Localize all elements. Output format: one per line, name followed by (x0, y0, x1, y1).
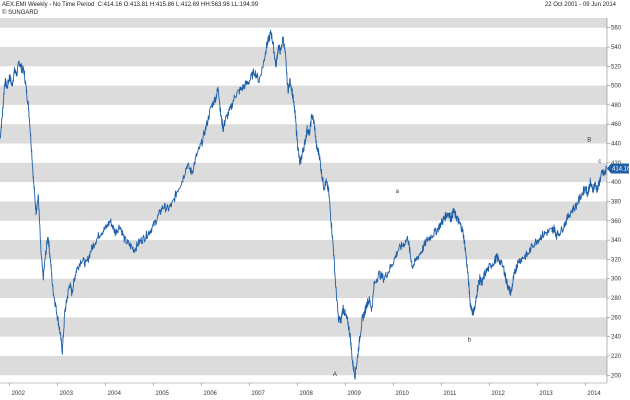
header-separator: - (47, 2, 53, 8)
x-tick-label: 2008 (300, 391, 314, 397)
y-tick-label: 240 (611, 335, 622, 341)
y-tick-label: 380 (611, 199, 622, 205)
date-start: 22 Oct 2001 (544, 2, 578, 8)
grid-band (0, 46, 607, 67)
grid-band (0, 355, 607, 376)
x-tick-label: 2005 (156, 391, 170, 397)
wave-label: c (598, 159, 601, 165)
x-tick-label: 2013 (539, 391, 553, 397)
x-tick-label: 2007 (252, 391, 266, 397)
x-tick-label: 2006 (204, 391, 218, 397)
wave-label: a (396, 189, 400, 195)
grid-band (0, 18, 607, 28)
y-tick-label: 300 (611, 277, 622, 283)
grid-band (0, 317, 607, 337)
last-value-marker (607, 163, 629, 174)
price-series (0, 29, 607, 380)
x-axis: 2002 2003 2004 2005 2006 2007 2008 2009 2010 2011… (9, 383, 601, 397)
y-tick-label: 540 (611, 45, 622, 51)
y-tick-label: 320 (611, 257, 622, 263)
time-period: No Time Period (52, 2, 95, 8)
grid-band (0, 278, 607, 299)
instrument-name: AEX.EMI Weekly (2, 2, 48, 8)
wave-label: A (333, 372, 337, 378)
wave-label: b (468, 337, 472, 343)
wave-label: B (587, 138, 591, 144)
x-tick-label: 2011 (443, 391, 457, 397)
date-end: 09 Jun 2014 (582, 2, 616, 8)
copyright-line: © SUNGARD (2, 10, 39, 16)
grid-band (0, 124, 607, 144)
y-tick-label: 200 (611, 373, 622, 379)
price-line (0, 29, 607, 380)
x-tick-label: 2003 (60, 391, 74, 397)
grid-band (0, 240, 607, 260)
y-tick-label: 500 (611, 84, 622, 90)
grid-band (0, 162, 607, 183)
y-tick-label: 460 (611, 122, 622, 128)
y-tick-label: 220 (611, 354, 622, 360)
x-tick-label: 2002 (12, 391, 26, 397)
date-separator: - (577, 2, 583, 8)
y-tick-label: 260 (611, 315, 622, 321)
last-value-label: 414.16 (612, 166, 630, 172)
grid-band (0, 201, 607, 221)
x-tick-label: 2012 (491, 391, 505, 397)
y-tick-label: 280 (611, 296, 622, 302)
x-tick-label: 2004 (108, 391, 122, 397)
ohlc-readout: C:414.16 O:413.81 H:415.86 L:412.69 HH:5… (97, 2, 259, 8)
last-value-tag: 414.16 (607, 163, 630, 174)
y-tick-label: 360 (611, 219, 622, 225)
wave-annotations: Aa b Bc (333, 138, 601, 379)
y-tick-label: 480 (611, 103, 622, 109)
y-tick-label: 560 (611, 26, 622, 32)
x-tick-label: 2014 (587, 391, 601, 397)
y-tick-label: 520 (611, 64, 622, 70)
x-tick-label: 2009 (347, 391, 361, 397)
chart-header: AEX.EMI Weekly - No Time Period C:414.16… (2, 1, 258, 17)
x-tick-label: 2010 (395, 391, 409, 397)
y-tick-label: 440 (611, 142, 622, 148)
grid-band (0, 85, 607, 105)
y-tick-label: 400 (611, 180, 622, 186)
y-tick-label: 340 (611, 238, 622, 244)
header-line-1: AEX.EMI Weekly - No Time Period C:414.16… (2, 1, 258, 9)
date-range: 22 Oct 2001 - 09 Jun 2014 (545, 1, 616, 9)
y-axis: 2002202402602803003203403603804004204404… (607, 26, 622, 379)
grid-bands (0, 18, 607, 376)
